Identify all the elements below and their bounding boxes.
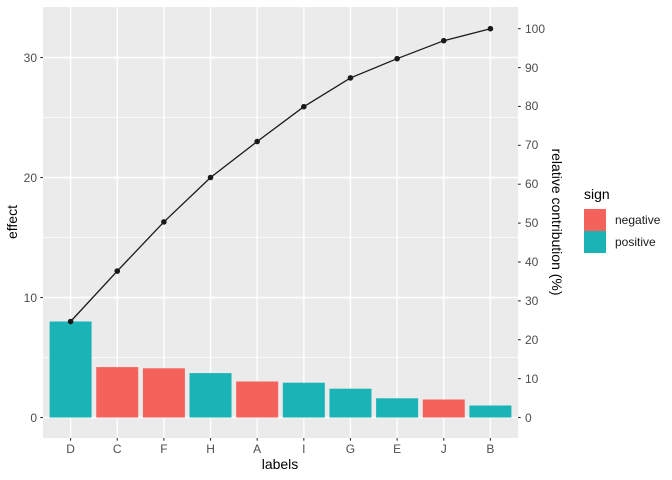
y-right-tick-label: 80 [525, 99, 539, 114]
cumulative-point-G [347, 75, 354, 81]
cumulative-line [70, 28, 491, 322]
legend-label-positive: positive [615, 235, 656, 249]
y-right-tick-label: 90 [525, 60, 539, 75]
cumulative-point-C [114, 268, 121, 274]
x-tick-label: G [345, 442, 356, 456]
bar-H [189, 373, 232, 418]
x-tick-label: J [440, 442, 447, 456]
cumulative-point-B [487, 25, 494, 32]
x-tick-label: E [393, 442, 402, 456]
bar-F [142, 368, 185, 418]
y-right-tick-label: 40 [525, 254, 539, 269]
cumulative-point-I [301, 103, 307, 110]
x-tick-label: F [160, 442, 168, 456]
bar-A [236, 381, 279, 418]
y-left-tick-label: 0 [30, 410, 37, 425]
legend-key-positive: positive [584, 231, 660, 253]
x-tick-label: I [302, 442, 306, 456]
cumulative-point-E [394, 55, 400, 62]
y-right-tick-label: 60 [525, 177, 539, 192]
negative-swatch-icon [584, 209, 606, 231]
y-right-tick-label: 0 [525, 410, 532, 425]
y-axis-title-right: relative contribution (%) [549, 148, 565, 296]
y-left-tick-label: 30 [23, 50, 37, 65]
bar-E [376, 398, 419, 418]
bar-G [329, 388, 372, 418]
x-tick-label: B [486, 442, 495, 456]
y-right-tick-label: 30 [525, 293, 539, 308]
x-tick-label: H [206, 442, 215, 456]
y-left-tick-label: 10 [23, 290, 37, 305]
positive-swatch-icon [584, 231, 606, 253]
y-left-tick-label: 20 [23, 170, 37, 185]
y-right-tick-label: 70 [525, 138, 539, 153]
legend-title: sign [584, 186, 610, 202]
cumulative-point-D [67, 318, 74, 325]
plot-panel [43, 7, 518, 438]
cumulative-point-J [440, 37, 447, 44]
bar-C [96, 367, 139, 418]
cumulative-point-F [161, 219, 167, 225]
y-right-tick-label: 100 [525, 21, 546, 36]
legend: sign negative positive [584, 186, 660, 253]
x-axis-title: labels [261, 456, 299, 472]
bar-J [422, 399, 465, 418]
bar-I [282, 382, 325, 418]
cumulative-point-H [207, 174, 214, 181]
legend-label-negative: negative [615, 213, 661, 227]
x-tick-label: A [253, 442, 262, 456]
legend-key-negative: negative [584, 209, 660, 231]
y-right-tick-label: 50 [525, 216, 539, 231]
y-right-tick-label: 20 [525, 332, 539, 347]
bar-D [49, 321, 92, 418]
x-tick-label: D [66, 442, 75, 456]
cumulative-point-A [254, 138, 260, 145]
bar-B [469, 405, 512, 418]
y-right-tick-label: 10 [525, 371, 539, 386]
x-tick-label: C [112, 442, 122, 456]
